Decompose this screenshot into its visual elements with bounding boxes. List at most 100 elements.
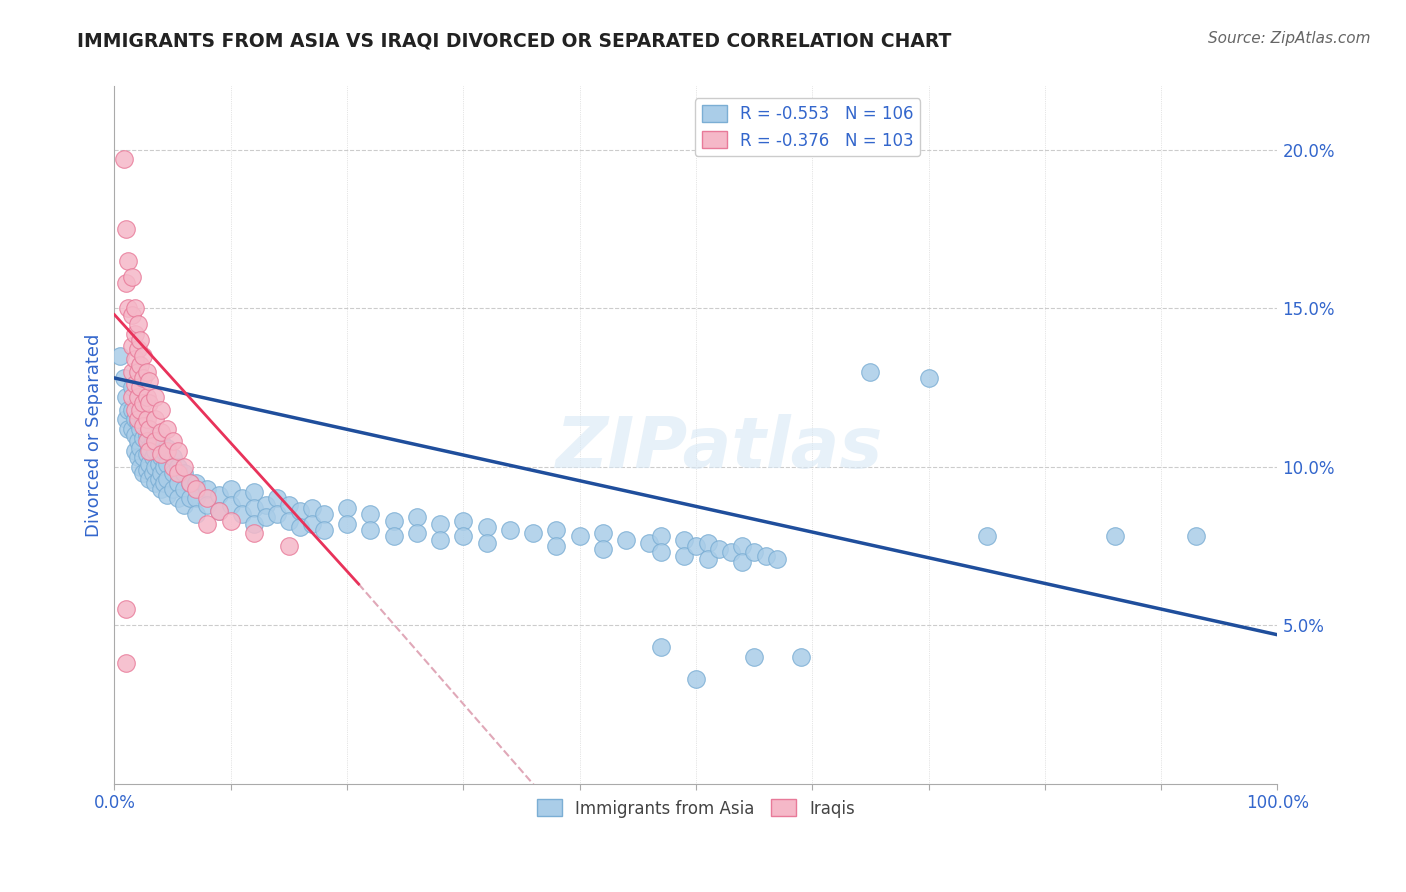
Point (167, 491, 190, 506)
Point (124, 402, 146, 417)
Point (136, 390, 159, 404)
Point (138, 457, 160, 471)
Point (336, 500, 359, 515)
Point (115, 276, 138, 290)
Point (162, 434, 184, 449)
Point (156, 441, 179, 455)
Point (117, 422, 139, 436)
Point (148, 457, 170, 471)
Point (115, 222, 138, 236)
Point (179, 491, 201, 506)
Point (121, 422, 143, 436)
Point (132, 450, 155, 465)
Point (673, 549, 696, 563)
Point (127, 450, 149, 465)
Point (208, 504, 231, 518)
Point (143, 443, 166, 458)
Point (138, 422, 160, 436)
Point (132, 418, 155, 433)
Point (129, 359, 152, 373)
Point (219, 498, 242, 512)
Point (720, 545, 742, 559)
Point (650, 529, 672, 543)
Point (707, 542, 730, 557)
Point (136, 365, 159, 379)
Point (121, 365, 143, 379)
Point (254, 498, 277, 512)
Point (336, 516, 359, 531)
Point (731, 539, 754, 553)
Point (121, 339, 143, 353)
Point (1104, 529, 1126, 543)
Point (162, 482, 184, 496)
Point (208, 504, 231, 518)
Point (149, 450, 172, 465)
Point (429, 533, 451, 547)
Point (143, 390, 166, 404)
Point (173, 459, 195, 474)
Text: IMMIGRANTS FROM ASIA VS IRAQI DIVORCED OR SEPARATED CORRELATION CHART: IMMIGRANTS FROM ASIA VS IRAQI DIVORCED O… (77, 31, 952, 50)
Point (173, 498, 195, 512)
Point (522, 526, 544, 541)
Point (142, 466, 165, 480)
Point (301, 516, 323, 531)
Point (568, 529, 591, 543)
Point (243, 516, 266, 531)
Point (290, 520, 312, 534)
Point (277, 498, 299, 512)
Point (148, 472, 170, 486)
Point (124, 412, 146, 426)
Point (149, 402, 172, 417)
Point (143, 459, 166, 474)
Point (127, 365, 149, 379)
Point (156, 457, 179, 471)
Point (673, 533, 696, 547)
Point (219, 482, 242, 496)
Point (156, 472, 179, 486)
Point (149, 466, 172, 480)
Point (359, 508, 381, 522)
Point (121, 390, 143, 404)
Point (475, 520, 498, 534)
Point (138, 472, 160, 486)
Point (124, 443, 146, 458)
Point (127, 343, 149, 357)
Point (115, 602, 138, 616)
Point (121, 380, 143, 394)
Point (136, 463, 159, 477)
Point (243, 500, 266, 515)
Point (129, 441, 152, 455)
Point (638, 536, 661, 550)
Point (405, 526, 427, 541)
Point (121, 402, 143, 417)
Point (429, 516, 451, 531)
Point (142, 450, 165, 465)
Point (290, 504, 312, 518)
Point (143, 412, 166, 426)
Point (132, 431, 155, 445)
Point (766, 551, 789, 566)
Point (127, 412, 149, 426)
Point (129, 333, 152, 347)
Point (132, 371, 155, 385)
Point (138, 396, 160, 410)
Point (179, 475, 201, 490)
Point (115, 390, 138, 404)
Point (167, 475, 190, 490)
Point (755, 549, 778, 563)
Point (132, 412, 155, 426)
Point (197, 516, 219, 531)
Point (592, 542, 614, 557)
Point (382, 514, 405, 528)
Point (184, 491, 207, 506)
Point (143, 434, 166, 449)
Point (110, 349, 132, 363)
Y-axis label: Divorced or Separated: Divorced or Separated (86, 334, 103, 537)
Point (156, 488, 179, 502)
Point (124, 377, 146, 392)
Point (197, 482, 219, 496)
Point (179, 475, 201, 490)
Point (127, 396, 149, 410)
Point (1185, 529, 1208, 543)
Point (153, 475, 176, 490)
